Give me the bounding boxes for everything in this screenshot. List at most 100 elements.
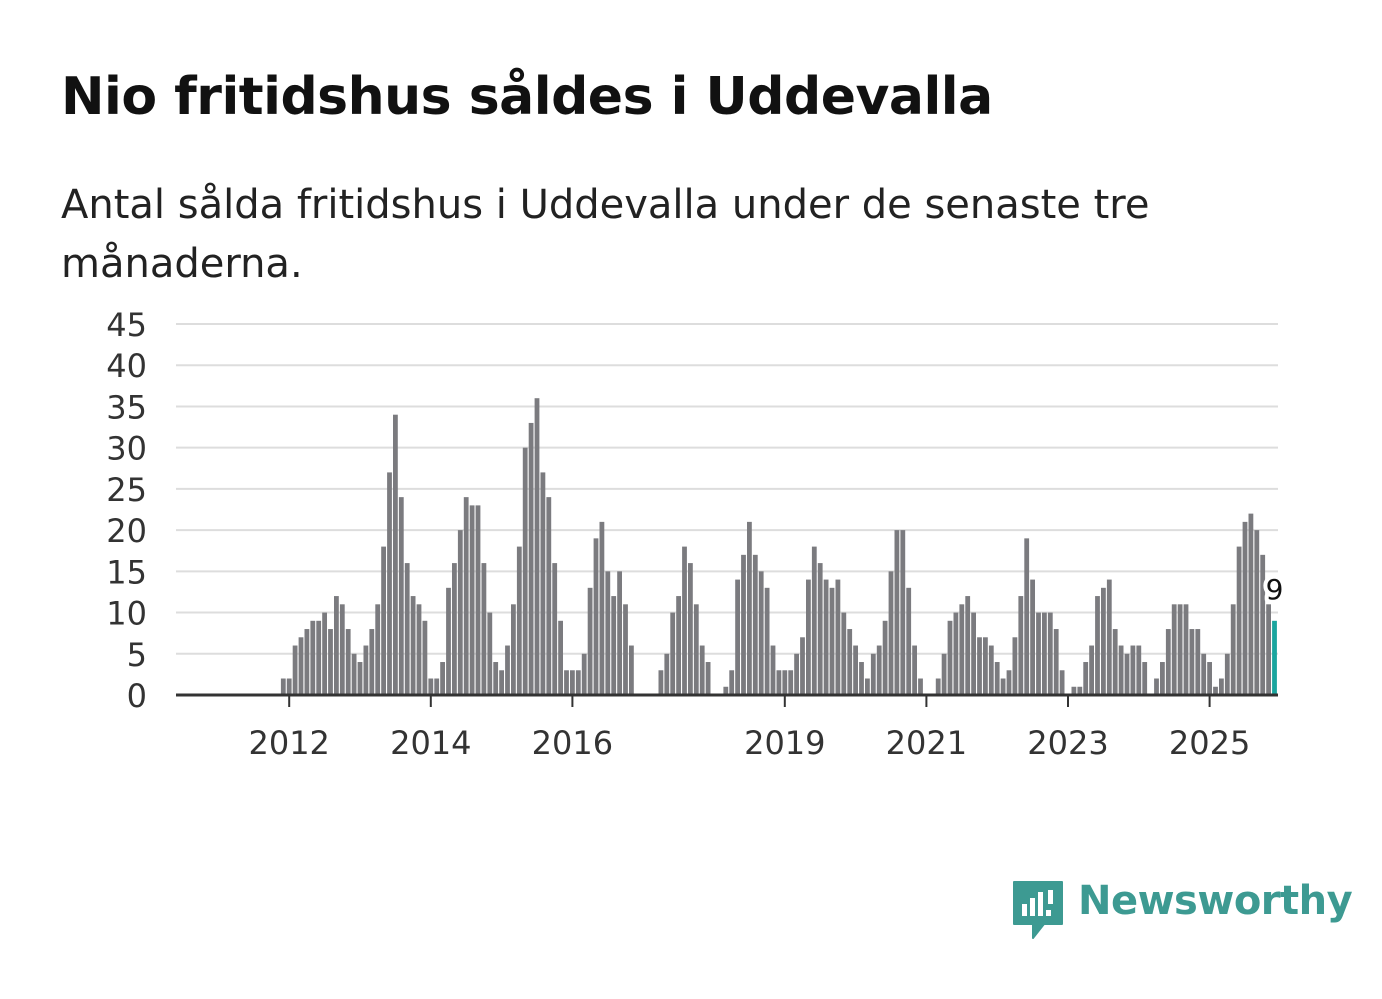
bar bbox=[953, 612, 959, 695]
bar bbox=[729, 670, 735, 695]
bar bbox=[1136, 645, 1142, 695]
bar bbox=[1112, 629, 1118, 695]
bar bbox=[357, 662, 363, 695]
bar bbox=[393, 414, 398, 695]
bar-latest bbox=[1272, 620, 1277, 695]
bar bbox=[1201, 653, 1207, 695]
bar bbox=[280, 678, 286, 695]
y-tick-label: 20 bbox=[106, 512, 147, 550]
bar bbox=[747, 521, 752, 695]
bar bbox=[806, 579, 811, 695]
bar bbox=[965, 596, 971, 695]
bar bbox=[404, 563, 410, 695]
bar bbox=[758, 571, 764, 695]
bar bbox=[599, 521, 605, 695]
bar bbox=[540, 472, 546, 695]
bar bbox=[581, 653, 587, 695]
y-tick-label: 40 bbox=[106, 347, 147, 385]
bar bbox=[865, 678, 870, 695]
bar bbox=[664, 653, 670, 695]
bar bbox=[811, 546, 817, 695]
bar bbox=[1030, 579, 1035, 695]
bar bbox=[829, 587, 835, 695]
bar bbox=[1195, 629, 1201, 695]
bar bbox=[369, 629, 375, 695]
bar bbox=[1260, 554, 1266, 695]
bar bbox=[546, 497, 552, 695]
bar bbox=[428, 678, 434, 695]
y-tick-label: 30 bbox=[106, 430, 147, 468]
bar bbox=[977, 637, 982, 695]
bar bbox=[853, 645, 858, 695]
bar bbox=[918, 678, 923, 695]
bar bbox=[847, 629, 853, 695]
x-tick-label: 2025 bbox=[1169, 724, 1250, 762]
bar bbox=[800, 637, 805, 695]
x-tick-label: 2014 bbox=[390, 724, 471, 762]
bar bbox=[1024, 538, 1030, 695]
bar bbox=[1254, 530, 1260, 695]
bar bbox=[1183, 604, 1189, 695]
bar bbox=[1171, 604, 1177, 695]
bar bbox=[457, 530, 463, 695]
y-tick-label: 25 bbox=[106, 471, 147, 509]
bar bbox=[316, 620, 322, 695]
bar bbox=[1236, 546, 1242, 695]
bar bbox=[841, 612, 847, 695]
newsworthy-logo-text: Newsworthy bbox=[1078, 878, 1353, 924]
bar bbox=[345, 629, 351, 695]
bar bbox=[528, 422, 534, 695]
bar bbox=[587, 587, 593, 695]
bar bbox=[493, 662, 499, 695]
bar bbox=[534, 398, 540, 695]
bar bbox=[499, 670, 504, 695]
bar bbox=[452, 563, 457, 695]
bar bbox=[623, 604, 628, 695]
bar bbox=[1042, 612, 1047, 695]
bar bbox=[859, 662, 864, 695]
bar bbox=[676, 596, 681, 695]
bar bbox=[906, 587, 912, 695]
bar bbox=[983, 637, 988, 695]
bar bbox=[469, 505, 475, 695]
bar bbox=[794, 653, 799, 695]
callout-label: 9 bbox=[1266, 573, 1284, 606]
bar bbox=[487, 612, 493, 695]
y-tick-label: 35 bbox=[106, 388, 147, 426]
bar bbox=[593, 538, 599, 695]
bar bbox=[705, 662, 711, 695]
bar bbox=[1230, 604, 1236, 695]
bar bbox=[770, 645, 776, 695]
bar bbox=[1101, 587, 1106, 695]
bar bbox=[688, 563, 693, 695]
bar bbox=[1000, 678, 1006, 695]
newsworthy-logo: Newsworthy bbox=[1012, 878, 1353, 940]
bar bbox=[605, 571, 611, 695]
bar bbox=[823, 579, 829, 695]
bar bbox=[1012, 637, 1018, 695]
bar bbox=[752, 554, 758, 695]
bar bbox=[286, 678, 292, 695]
bar bbox=[1130, 645, 1136, 695]
bar bbox=[310, 620, 316, 695]
bar bbox=[434, 678, 440, 695]
bar bbox=[398, 497, 404, 695]
bar bbox=[516, 546, 522, 695]
y-tick-label: 10 bbox=[106, 595, 147, 633]
bar bbox=[894, 530, 900, 695]
bar bbox=[1177, 604, 1183, 695]
chart-subtitle: Antal sålda fritidshus i Uddevalla under… bbox=[61, 182, 1150, 287]
bar bbox=[682, 546, 687, 695]
bar bbox=[1095, 596, 1100, 695]
bar bbox=[776, 670, 782, 695]
bar bbox=[416, 604, 422, 695]
bar bbox=[304, 629, 310, 695]
bar bbox=[292, 645, 298, 695]
bar bbox=[1248, 513, 1254, 695]
y-tick-label: 45 bbox=[106, 306, 147, 344]
bar bbox=[617, 571, 622, 695]
bar bbox=[351, 653, 357, 695]
bar bbox=[1071, 686, 1077, 695]
